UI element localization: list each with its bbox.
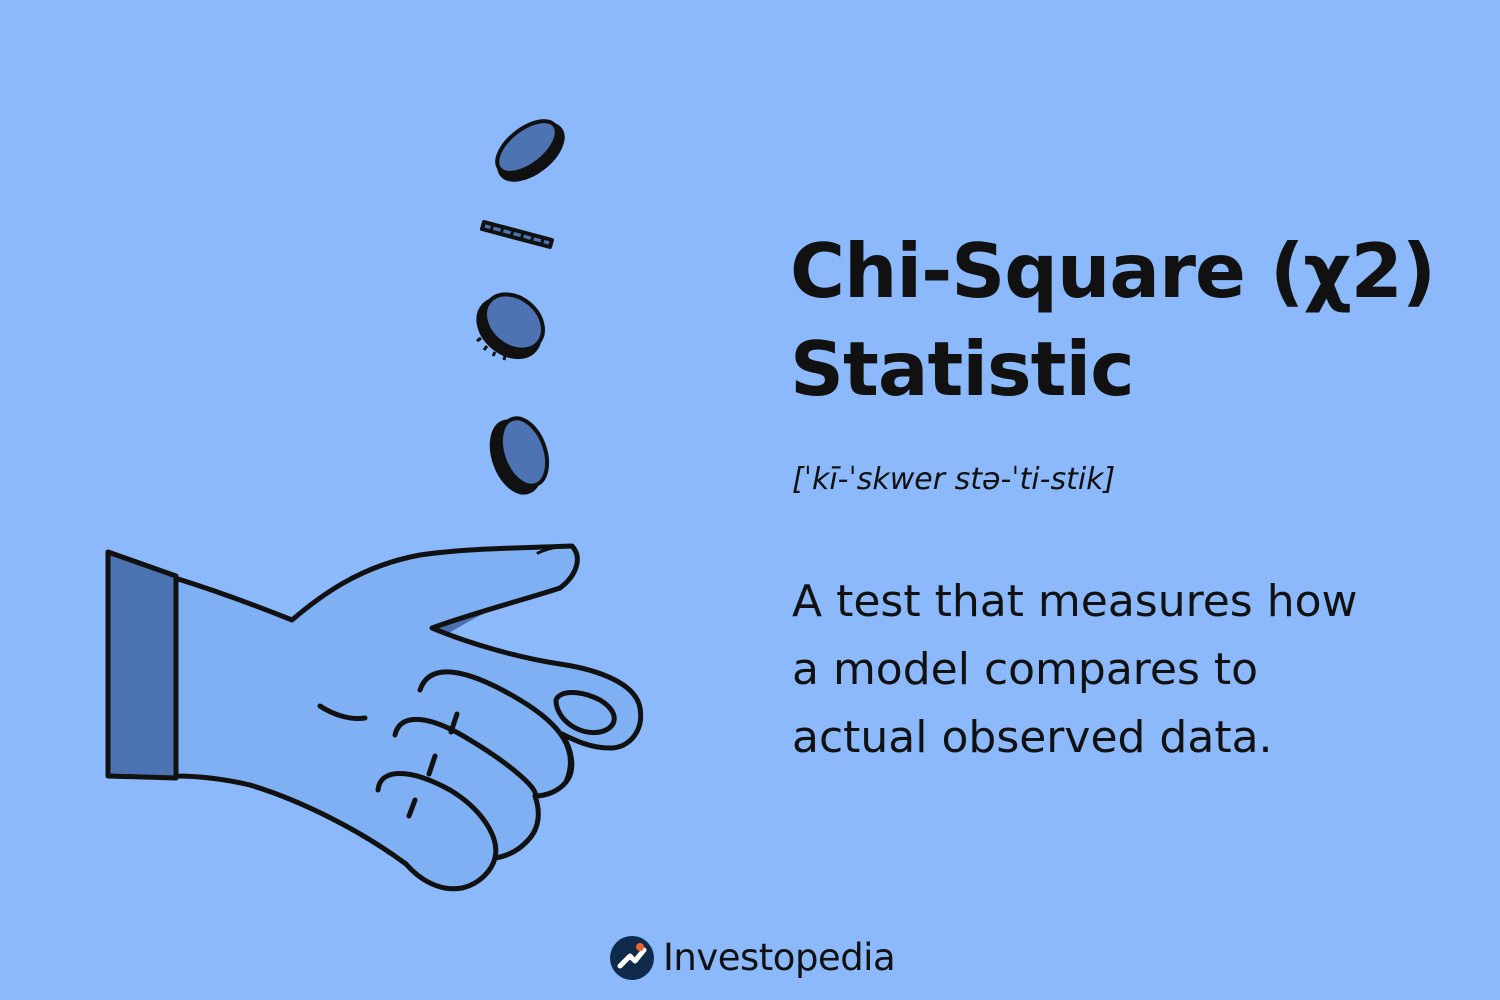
title-line: Statistic [790, 325, 1135, 413]
coin-icon [476, 292, 545, 361]
sleeve [105, 549, 179, 781]
thumb-nail [553, 690, 617, 736]
coin-icon [489, 416, 550, 495]
coin-edge-icon [480, 220, 554, 249]
coin-icon [495, 119, 565, 182]
pronunciation: [ˈkī-ˈskwer stə-ˈti-stik] [792, 462, 1116, 497]
hand [105, 543, 644, 892]
brand-logo: Investopedia [609, 932, 896, 984]
investopedia-logo-mark-icon [610, 936, 654, 980]
definition: A test that measures how a model compare… [792, 568, 1472, 772]
definition-line: actual observed data. [792, 712, 1273, 763]
finger-curl [417, 669, 573, 785]
title-line: Chi-Square (χ2) [790, 227, 1436, 315]
page-title: Chi-Square (χ2) Statistic [790, 222, 1480, 418]
finger-curl [392, 716, 538, 799]
finger-curl [375, 771, 499, 861]
definition-line: A test that measures how [792, 576, 1358, 627]
falling-coins [476, 119, 565, 495]
brand-name: Investopedia [663, 936, 896, 979]
definition-line: a model compares to [792, 644, 1259, 695]
hand-tossing-coins-illustration [105, 119, 644, 892]
hand-outline [172, 543, 644, 892]
